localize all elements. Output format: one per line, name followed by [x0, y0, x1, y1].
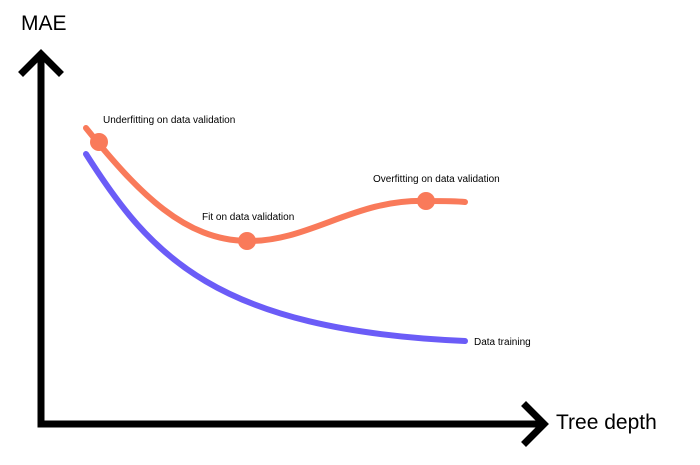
fit-point — [238, 232, 256, 250]
overfitting-point — [417, 192, 435, 210]
y-axis-title: MAE — [21, 12, 67, 35]
x-axis-title: Tree depth — [556, 411, 657, 434]
underfitting-annotation: Underfitting on data validation — [103, 115, 235, 126]
fit-annotation: Fit on data validation — [202, 212, 294, 223]
underfitting-point — [90, 133, 108, 151]
overfitting-annotation: Overfitting on data validation — [373, 174, 500, 185]
validation-curve — [83, 125, 468, 245]
y-axis-arrow-icon — [18, 49, 64, 77]
x-axis — [37, 401, 549, 447]
training-curve-label: Data training — [474, 337, 531, 348]
training-curve — [83, 151, 468, 344]
x-axis-arrow-icon — [521, 401, 549, 447]
y-axis — [18, 49, 64, 428]
